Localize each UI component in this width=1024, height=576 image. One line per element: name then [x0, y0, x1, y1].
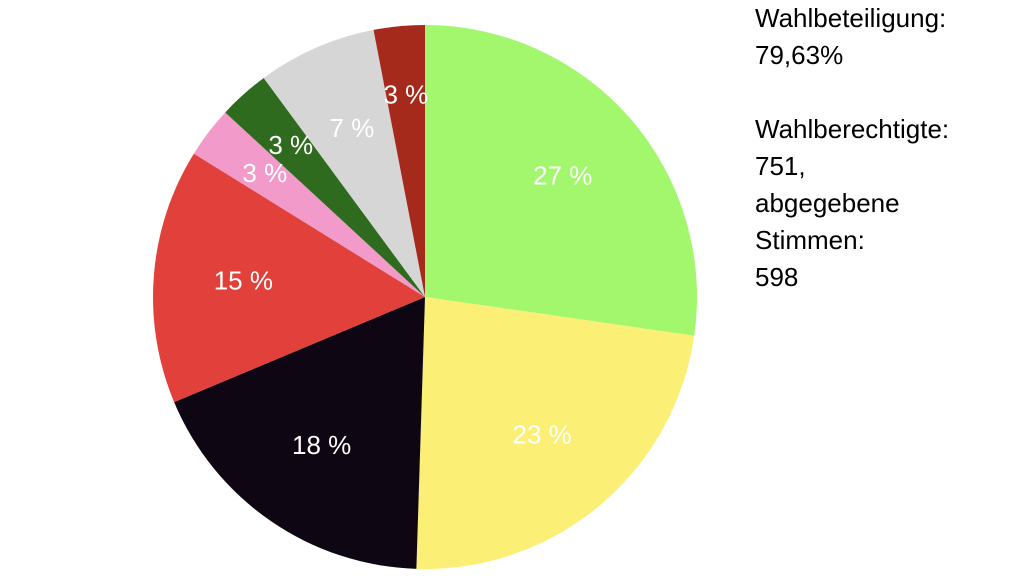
- annotation-line: Stimmen:: [755, 225, 865, 255]
- pie-slice: [153, 153, 425, 403]
- annotation-line: 751,: [755, 151, 806, 181]
- annotation-line: 79,63%: [755, 40, 843, 70]
- pie-slice: [416, 297, 695, 569]
- annotation-line: Wahlbeteiligung:: [755, 3, 946, 33]
- pie-slice: [174, 297, 425, 569]
- pie-slice: [373, 25, 425, 297]
- annotation-line: abgegebene: [755, 188, 900, 218]
- slice-label: 27 %: [533, 161, 592, 191]
- pie-slice: [263, 29, 425, 297]
- annotation-line: Wahlberechtigte:: [755, 114, 949, 144]
- pie-slice: [193, 112, 425, 298]
- slice-label: 3 %: [383, 80, 428, 110]
- slice-label: 15 %: [214, 265, 273, 295]
- annotation-line: 598: [755, 262, 798, 292]
- slice-label: 18 %: [292, 430, 351, 460]
- pie-slice: [225, 77, 425, 297]
- slice-label: 23 %: [513, 419, 572, 449]
- slice-label: 3 %: [268, 130, 313, 160]
- pie-slice: [425, 25, 698, 336]
- slice-label: 7 %: [330, 113, 375, 143]
- slice-label: 3 %: [242, 158, 287, 188]
